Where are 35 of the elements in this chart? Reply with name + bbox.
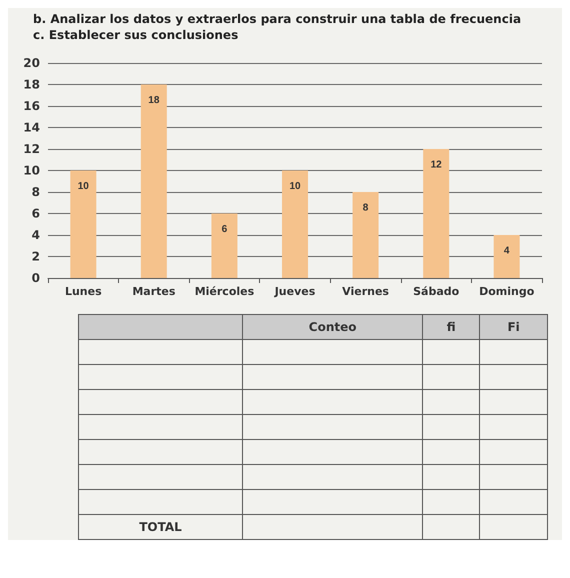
- x-tick-label: Domingo: [479, 285, 535, 298]
- x-tick-label: Jueves: [274, 285, 316, 298]
- bar: [140, 84, 167, 278]
- y-tick-label: 20: [23, 56, 40, 70]
- y-tick-label: 8: [32, 185, 40, 199]
- frequency-table: Conteo fi Fi TOTAL: [78, 314, 548, 540]
- x-tick-label: Lunes: [64, 285, 102, 298]
- y-tick-label: 2: [32, 250, 40, 264]
- x-tick-label: Miércoles: [194, 285, 255, 298]
- data-label: 10: [289, 181, 301, 192]
- data-label: 10: [78, 181, 90, 192]
- y-tick-label: 0: [32, 271, 40, 285]
- x-tick-label: Sábado: [413, 285, 460, 298]
- y-tick-label: 10: [23, 164, 40, 178]
- chart-subtitle: c. Establecer sus conclusiones: [33, 28, 238, 42]
- bar: [352, 192, 379, 278]
- y-tick-label: 16: [23, 99, 40, 113]
- y-tick-label: 4: [32, 228, 40, 242]
- data-label: 4: [504, 246, 510, 256]
- bar: [282, 170, 308, 278]
- x-tick-label: Viernes: [342, 285, 390, 298]
- data-label: 8: [362, 202, 369, 214]
- bar: [211, 214, 238, 278]
- data-label: 18: [148, 95, 160, 106]
- chart-title: b. Analizar los datos y extraerlos para construir una tabla de frecuencia: [33, 12, 522, 26]
- y-tick-label: 14: [23, 120, 40, 134]
- bar: [494, 235, 520, 278]
- y-tick-label: 6: [32, 206, 40, 220]
- data-label: 12: [430, 160, 442, 170]
- data-label: 6: [222, 224, 228, 235]
- y-tick-label: 18: [23, 78, 40, 92]
- bar: [423, 149, 450, 278]
- x-tick-label: Martes: [132, 285, 176, 298]
- bar: [70, 170, 96, 278]
- y-tick-label: 12: [23, 142, 40, 156]
